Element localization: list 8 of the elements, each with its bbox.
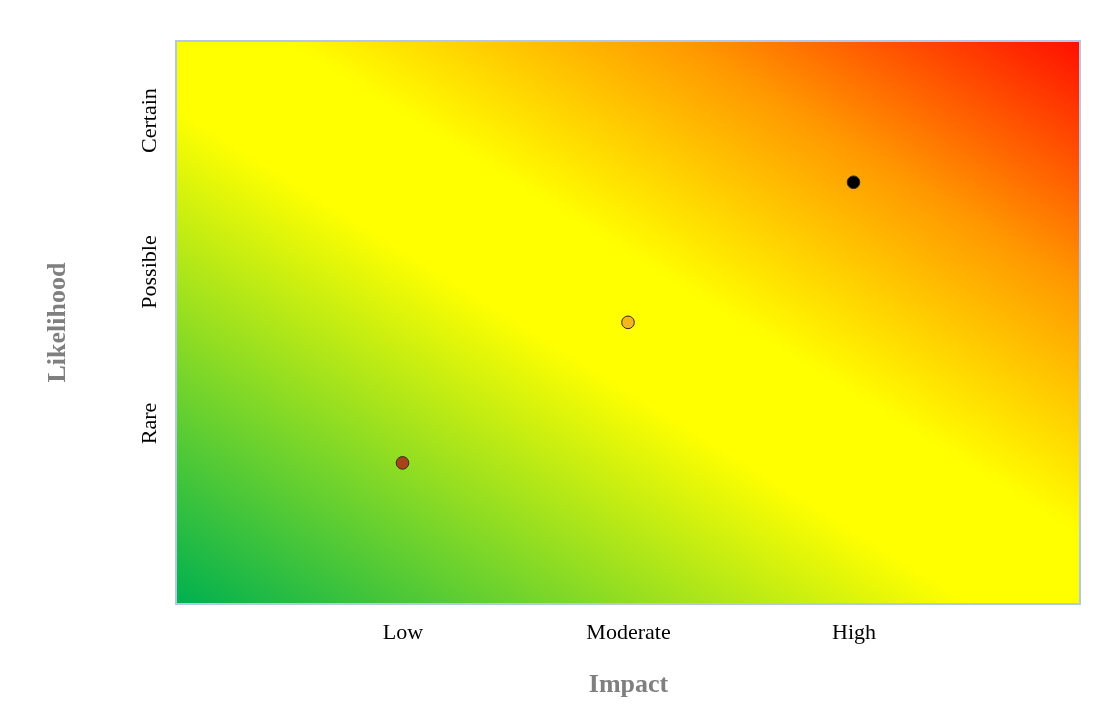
text: Possible — [136, 235, 161, 309]
y-axis-title: Likelihood — [42, 262, 71, 383]
x-axis-title: Impact — [588, 668, 669, 698]
text: Certain — [136, 88, 161, 153]
text: Rare — [136, 402, 161, 445]
x-tick-label: Low — [382, 618, 424, 644]
x-tick-label: High — [832, 618, 876, 644]
x-tick-label: Moderate — [586, 618, 671, 644]
